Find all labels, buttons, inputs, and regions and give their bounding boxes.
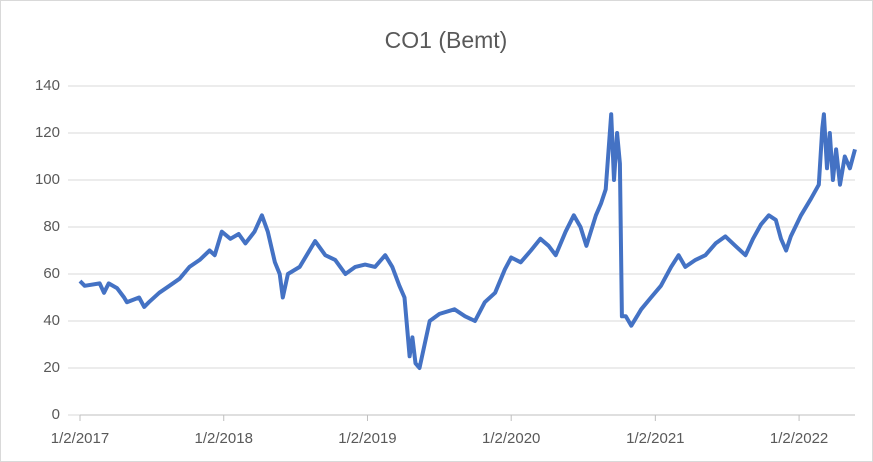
y-tick-label: 80 bbox=[43, 218, 60, 235]
x-tick-label: 1/2/2021 bbox=[626, 430, 684, 447]
y-tick-label: 140 bbox=[35, 77, 60, 94]
x-tick-label: 1/2/2022 bbox=[770, 430, 828, 447]
x-tick-label: 1/2/2019 bbox=[338, 430, 396, 447]
y-tick-label: 20 bbox=[43, 359, 60, 376]
y-tick-label: 100 bbox=[35, 171, 60, 188]
y-tick-label: 60 bbox=[43, 265, 60, 282]
y-tick-label: 40 bbox=[43, 312, 60, 329]
y-tick-label: 120 bbox=[35, 124, 60, 141]
x-tick-label: 1/2/2017 bbox=[51, 430, 109, 447]
series-line bbox=[78, 112, 857, 370]
y-tick-label: 0 bbox=[52, 406, 60, 423]
chart-title: CO1 (Bemt) bbox=[385, 27, 508, 53]
x-tick-label: 1/2/2020 bbox=[482, 430, 540, 447]
x-tick-label: 1/2/2018 bbox=[195, 430, 253, 447]
